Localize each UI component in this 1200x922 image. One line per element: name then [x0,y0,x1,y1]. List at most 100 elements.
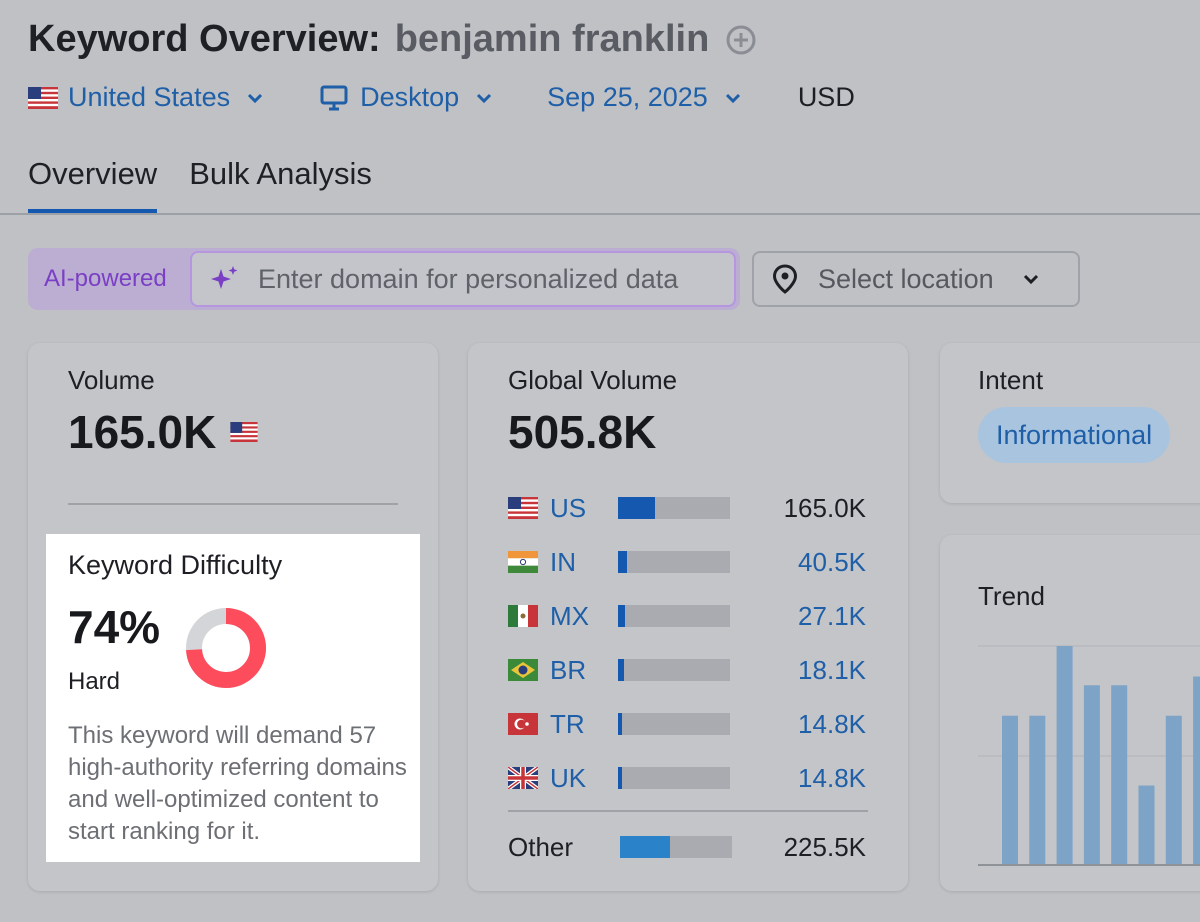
volume-value: 165.0K [68,406,217,458]
country-row-in: IN 40.5K [508,542,866,582]
country-code[interactable]: IN [550,546,576,577]
date-label: Sep 25, 2025 [547,82,708,112]
chevron-down-icon [725,93,740,103]
desktop-icon [320,85,348,110]
page-header: Keyword Overview: benjamin franklin [28,18,757,61]
turkey-flag-icon [508,713,538,735]
mexico-flag-icon [508,605,538,627]
trend-bar [1002,715,1018,864]
add-keyword-icon[interactable] [725,24,757,56]
tab-divider [0,213,1200,215]
share-bar [618,497,730,519]
india-flag-icon [508,551,538,573]
country-code[interactable]: MX [550,600,589,631]
country-volume[interactable]: 18.1K [798,654,866,685]
trend-bar [1138,785,1155,864]
intent-label: Intent [978,365,1044,395]
country-code[interactable]: TR [550,708,585,739]
share-bar-fill [620,836,671,858]
us-flag-icon [230,422,258,442]
share-bar-fill [618,605,625,627]
country-volume[interactable]: 27.1K [798,600,866,631]
trend-bar [1029,715,1046,864]
chevron-down-icon [477,93,492,103]
intent-badge[interactable]: Informational [978,407,1171,463]
country-row-other: Other 225.5K [508,827,866,867]
chevron-down-icon [248,93,263,103]
intent-card: Intent Informational [940,343,1200,503]
share-bar-fill [618,767,623,789]
share-bar [618,551,730,573]
country-code[interactable]: BR [550,654,587,685]
chevron-down-icon [1023,274,1038,285]
date-selector[interactable]: Sep 25, 2025 [547,82,744,113]
other-volume: 225.5K [783,831,866,862]
device-selector[interactable]: Desktop [320,82,495,113]
uk-flag-icon [508,767,538,789]
country-volume[interactable]: 40.5K [798,546,866,577]
other-label: Other [508,831,574,862]
country-label: United States [68,82,231,112]
device-label: Desktop [360,82,460,112]
divider [508,810,868,812]
trend-label: Trend [978,581,1045,611]
keyword-title: benjamin franklin [394,18,710,60]
share-bar [620,836,732,858]
domain-input[interactable]: Enter domain for personalized data [190,251,736,307]
country-row-uk: UK 14.8K [508,758,866,798]
currency-label: USD [797,82,855,112]
share-bar [618,605,730,627]
kd-level: Hard [68,668,121,695]
kd-description: This keyword will demand 57 high-authori… [68,722,407,845]
tab-overview[interactable]: Overview [28,156,158,214]
country-row-tr: TR 14.8K [508,704,866,744]
trend-bar [1111,685,1128,864]
page-title: Keyword Overview: [28,18,381,60]
trend-bar [1083,685,1100,864]
trend-bar [1165,715,1182,864]
tab-bulk-analysis[interactable]: Bulk Analysis [189,156,372,191]
divider [68,503,398,505]
kd-donut-fill [186,608,266,688]
tab-bar: Overview Bulk Analysis [28,156,372,214]
ai-domain-box: AI-powered Enter domain for personalized… [28,248,740,310]
country-selector[interactable]: United States [28,82,266,113]
location-pin-icon [772,264,798,294]
country-row-mx: MX 27.1K [508,596,866,636]
filter-bar: United States Desktop Sep 25, 2025 USD [28,82,855,113]
ai-powered-badge: AI-powered [44,265,167,292]
trend-card: Trend [940,535,1200,891]
sparkle-icon [211,266,238,289]
share-bar [618,767,730,789]
country-volume[interactable]: 14.8K [798,762,866,793]
country-volume[interactable]: 14.8K [798,708,866,739]
share-bar-fill [618,659,624,681]
global-volume-label: Global Volume [508,365,678,395]
global-volume-value: 505.8K [508,406,657,458]
kd-title: Keyword Difficulty [68,550,283,580]
kd-percent: 74% [68,601,161,653]
trend-bar [1193,676,1200,864]
location-select[interactable]: Select location [752,251,1080,307]
share-bar-fill [618,713,623,735]
keyword-difficulty-panel: Keyword Difficulty 74% Hard This keyword… [46,534,420,862]
us-flag-icon [28,86,58,109]
country-volume: 165.0K [783,492,866,523]
share-bar [618,713,730,735]
volume-label: Volume [68,365,155,395]
share-bar [618,659,730,681]
us-flag-icon [508,497,538,519]
location-placeholder: Select location [818,263,994,294]
global-volume-card: Global Volume 505.8K US 165.0K IN 40.5K … [468,343,908,891]
domain-input-placeholder: Enter domain for personalized data [258,263,679,294]
country-row-br: BR 18.1K [508,650,866,690]
share-bar-fill [618,551,627,573]
trend-bar [1056,646,1073,864]
share-bar-fill [618,497,655,519]
country-code[interactable]: US [550,492,587,523]
brazil-flag-icon [508,659,538,681]
kd-donut [186,608,266,688]
trend-chart [978,645,1200,866]
volume-value-row: 165.0K [68,405,258,459]
country-code[interactable]: UK [550,762,587,793]
